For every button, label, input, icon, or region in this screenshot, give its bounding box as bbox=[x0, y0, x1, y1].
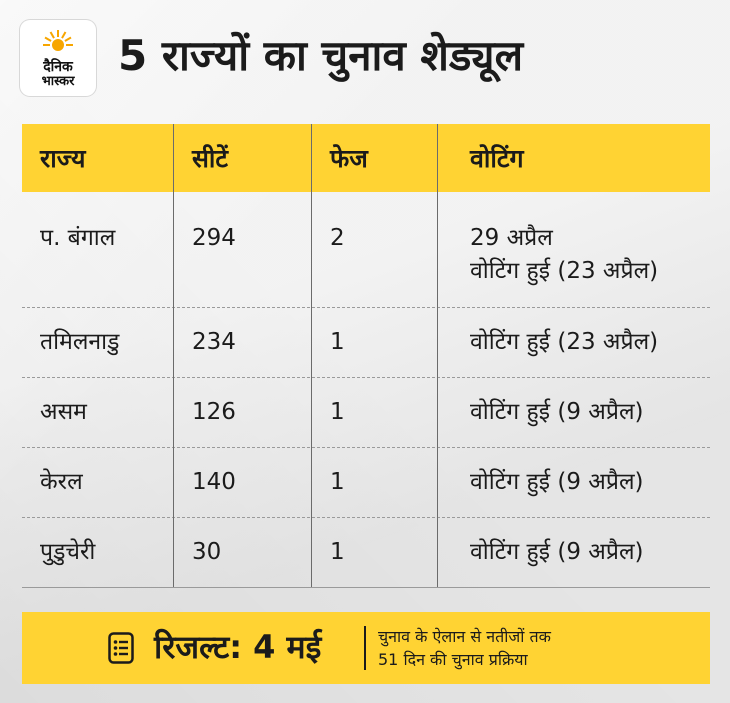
header-seats: सीटें bbox=[192, 144, 228, 173]
cell-state: असम bbox=[40, 399, 87, 425]
header-phases: फेज bbox=[330, 144, 368, 173]
logo-text-line1: दैनिक bbox=[43, 58, 73, 75]
dainik-bhaskar-logo: दैनिक भास्कर bbox=[20, 20, 96, 96]
cell-seats: 234 bbox=[192, 329, 236, 355]
table-row: तमिलनाडु 234 1 वोटिंग हुई (23 अप्रैल) bbox=[22, 308, 710, 378]
page-title: 5 राज्यों का चुनाव शेड्यूल bbox=[118, 31, 524, 80]
voting-line: 29 अप्रैल bbox=[470, 225, 553, 251]
header-voting: वोटिंग bbox=[470, 144, 524, 173]
result-banner: रिजल्ट: 4 मई चुनाव के ऐलान से नतीजों तक … bbox=[22, 612, 710, 684]
schedule-table: राज्य सीटें फेज वोटिंग प. बंगाल 294 2 29… bbox=[22, 124, 710, 588]
table-header: राज्य सीटें फेज वोटिंग bbox=[22, 124, 710, 192]
footer-divider bbox=[364, 626, 366, 670]
table-row: केरल 140 1 वोटिंग हुई (9 अप्रैल) bbox=[22, 448, 710, 518]
cell-seats: 294 bbox=[192, 225, 236, 251]
cell-seats: 126 bbox=[192, 399, 236, 425]
cell-phases: 1 bbox=[330, 399, 345, 425]
sun-icon bbox=[43, 29, 73, 51]
result-date: रिजल्ट: 4 मई bbox=[154, 628, 322, 666]
cell-phases: 1 bbox=[330, 329, 345, 355]
column-divider bbox=[437, 124, 438, 587]
cell-state: प. बंगाल bbox=[40, 225, 116, 251]
column-divider bbox=[311, 124, 312, 587]
process-note: चुनाव के ऐलान से नतीजों तक 51 दिन की चुन… bbox=[378, 625, 551, 671]
cell-phases: 1 bbox=[330, 469, 345, 495]
voting-line: वोटिंग हुई (23 अप्रैल) bbox=[470, 258, 659, 284]
cell-seats: 140 bbox=[192, 469, 236, 495]
cell-state: तमिलनाडु bbox=[40, 329, 120, 355]
cell-voting: वोटिंग हुई (9 अप्रैल) bbox=[470, 399, 644, 425]
header-state: राज्य bbox=[40, 144, 86, 173]
table-row: प. बंगाल 294 2 29 अप्रैल वोटिंग हुई (23 … bbox=[22, 192, 710, 308]
cell-voting: 29 अप्रैल वोटिंग हुई (23 अप्रैल) bbox=[438, 192, 710, 307]
logo-text-line2: भास्कर bbox=[41, 73, 75, 89]
cell-phases: 2 bbox=[330, 225, 345, 251]
cell-state: केरल bbox=[40, 469, 83, 495]
table-row: पुडुचेरी 30 1 वोटिंग हुई (9 अप्रैल) bbox=[22, 518, 710, 588]
cell-voting: वोटिंग हुई (9 अप्रैल) bbox=[470, 469, 644, 495]
cell-seats: 30 bbox=[192, 539, 222, 565]
list-icon bbox=[108, 632, 134, 664]
cell-voting: वोटिंग हुई (23 अप्रैल) bbox=[470, 329, 659, 355]
cell-state: पुडुचेरी bbox=[40, 539, 96, 565]
process-note-line1: चुनाव के ऐलान से नतीजों तक bbox=[378, 627, 551, 646]
column-divider bbox=[173, 124, 174, 587]
process-note-line2: 51 दिन की चुनाव प्रक्रिया bbox=[378, 650, 528, 669]
cell-phases: 1 bbox=[330, 539, 345, 565]
cell-voting: वोटिंग हुई (9 अप्रैल) bbox=[470, 539, 644, 565]
table-row: असम 126 1 वोटिंग हुई (9 अप्रैल) bbox=[22, 378, 710, 448]
